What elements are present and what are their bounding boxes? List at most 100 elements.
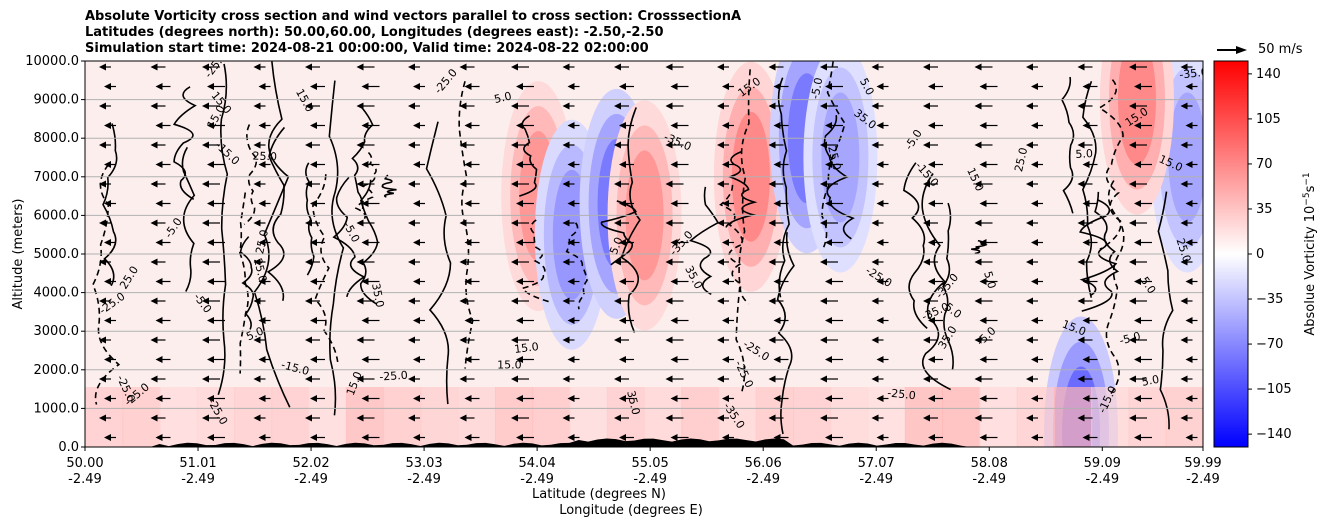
- wind-vector: [1134, 239, 1152, 246]
- contour-label: 15.0: [514, 340, 540, 356]
- wind-vector: [665, 141, 684, 149]
- wind-vector: [974, 141, 993, 149]
- wind-vector: [413, 239, 425, 246]
- wind-vector: [979, 200, 998, 207]
- wind-vector: [923, 414, 938, 422]
- wind-vector: [155, 278, 171, 285]
- colorbar-tick-label: −105: [1256, 382, 1292, 397]
- contour-line: [328, 80, 345, 416]
- wind-vector: [773, 278, 789, 285]
- wind-vector: [562, 375, 575, 383]
- wind-vector: [1134, 434, 1152, 441]
- wind-vector: [1129, 258, 1147, 266]
- wind-vector: [207, 434, 225, 441]
- wind-vector: [516, 83, 534, 90]
- wind-vector: [356, 297, 375, 305]
- wind-vector: [773, 395, 789, 402]
- contour-label: 5.0: [1141, 373, 1161, 389]
- wind-vector: [516, 161, 534, 168]
- wind-vector: [722, 122, 734, 129]
- x-axis: 50.00-2.4951.01-2.4952.02-2.4953.03-2.49…: [66, 447, 1222, 487]
- wind-vector: [207, 83, 225, 90]
- contour-line: [565, 222, 588, 310]
- wind-vector: [1134, 356, 1152, 363]
- wind-vector: [356, 180, 375, 188]
- wind-vector: [717, 297, 729, 305]
- wind-vector: [361, 200, 380, 207]
- wind-vector: [773, 239, 789, 246]
- wind-vector: [413, 83, 425, 90]
- wind-vector: [356, 219, 375, 227]
- wind-vector: [459, 180, 475, 188]
- x-tick-label-lat: 56.06: [745, 456, 782, 471]
- wind-vector: [923, 180, 938, 188]
- wind-vector: [464, 83, 480, 90]
- wind-vector: [722, 395, 734, 402]
- wind-vector: [974, 219, 993, 227]
- wind-vector: [413, 356, 425, 363]
- wind-vector: [361, 122, 380, 129]
- wind-vector: [1185, 239, 1198, 246]
- wind-vector: [665, 336, 684, 344]
- wind-vector: [104, 356, 116, 363]
- wind-vector: [773, 356, 789, 363]
- wind-vector: [150, 297, 166, 305]
- wind-vector: [619, 317, 634, 324]
- x-tick-label-lat: 59.09: [1084, 456, 1121, 471]
- x-tick-label-lat: 57.07: [858, 456, 895, 471]
- colorbar-tick-label: 35: [1256, 202, 1273, 217]
- wind-vector: [99, 375, 111, 383]
- y-tick-label: 8000.0: [34, 131, 80, 146]
- wind-vector: [619, 161, 634, 168]
- wind-vector: [464, 200, 480, 207]
- wind-vector: [99, 336, 111, 344]
- wind-vector: [99, 297, 111, 305]
- wind-vector: [974, 258, 993, 266]
- title-line-1: Absolute Vorticity cross section and win…: [85, 9, 742, 24]
- y-tick-label: 4000.0: [34, 286, 80, 301]
- wind-vector: [670, 434, 689, 441]
- wind-vector: [820, 375, 838, 383]
- wind-vector: [305, 102, 320, 110]
- wind-vector: [310, 239, 325, 246]
- wind-vector: [871, 219, 884, 227]
- wind-vector: [876, 356, 889, 363]
- wind-vector: [361, 161, 380, 168]
- contour-line: [821, 61, 846, 248]
- wind-vector: [1031, 317, 1043, 324]
- wind-vector: [516, 200, 534, 207]
- wind-vector: [1031, 200, 1043, 207]
- wind-vector: [928, 83, 943, 90]
- contour-label: 5.0: [244, 324, 265, 343]
- wind-vector: [155, 356, 171, 363]
- wind-vector: [876, 161, 889, 168]
- contour-line: [921, 173, 952, 391]
- wind-vector: [155, 122, 171, 129]
- wind-vector: [1180, 141, 1193, 149]
- wind-vector: [99, 219, 111, 227]
- contour-label: -5.0: [809, 76, 826, 100]
- wind-vector: [258, 239, 271, 246]
- wind-vector: [511, 258, 529, 266]
- x-tick-label-lat: 52.02: [292, 456, 329, 471]
- wind-vector: [614, 219, 629, 227]
- wind-vector: [1082, 317, 1098, 324]
- wind-vector: [1129, 102, 1147, 110]
- wind-vector: [1129, 180, 1147, 188]
- vorticity-band: [1091, 387, 1130, 447]
- wind-vector: [104, 83, 116, 90]
- wind-vector: [1031, 122, 1043, 129]
- wind-vector: [1180, 258, 1193, 266]
- wind-vector: [516, 395, 534, 402]
- contour-line: [688, 186, 720, 296]
- wind-vector: [717, 180, 729, 188]
- wind-vector: [871, 102, 884, 110]
- wind-vector: [464, 395, 480, 402]
- contour-label: 15.0: [497, 359, 522, 372]
- wind-vector: [562, 102, 575, 110]
- wind-vector: [516, 239, 534, 246]
- wind-vector: [974, 336, 993, 344]
- wind-vector: [207, 122, 225, 129]
- contour-line: [942, 202, 954, 370]
- x-tick-label-lon: -2.49: [407, 472, 441, 487]
